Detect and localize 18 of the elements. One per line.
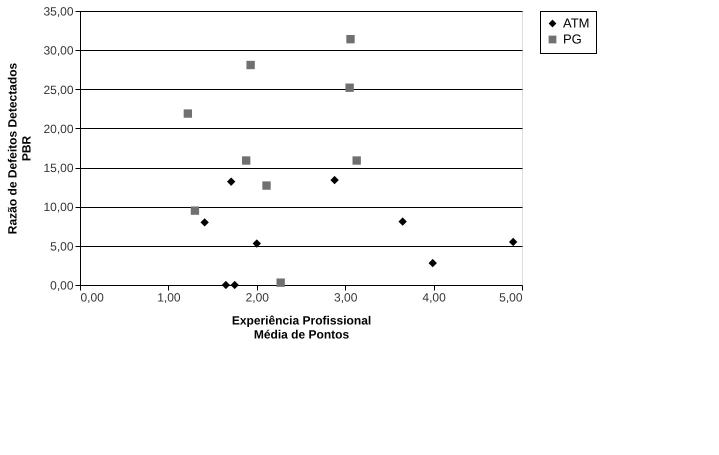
y-tick-label: 0,00: [50, 278, 74, 292]
y-tick-label: 10,00: [43, 200, 74, 214]
y-tick-label: 5,00: [50, 239, 74, 254]
x-tick-label: 4,00: [422, 290, 446, 304]
x-tick-label: 5,00: [499, 290, 523, 304]
legend-label: PG: [563, 32, 582, 46]
x-tick-label: 2,00: [246, 290, 270, 304]
y-tick-label: 20,00: [43, 122, 74, 136]
legend-label: ATM: [563, 16, 590, 30]
y-tick-label: 15,00: [43, 161, 74, 176]
x-tick-label: 1,00: [157, 290, 181, 304]
y-axis-title: Razão de Defeitos Detectados PBR: [5, 62, 34, 234]
y-tick-label: 30,00: [43, 44, 74, 58]
y-tick-label: 25,00: [43, 82, 74, 97]
x-tick-label: 3,00: [334, 290, 358, 304]
x-axis-title: Experiência Profissional Média de Pontos: [232, 314, 372, 342]
x-tick-label: 0,00: [80, 290, 104, 304]
y-tick-label: 35,00: [43, 4, 74, 18]
